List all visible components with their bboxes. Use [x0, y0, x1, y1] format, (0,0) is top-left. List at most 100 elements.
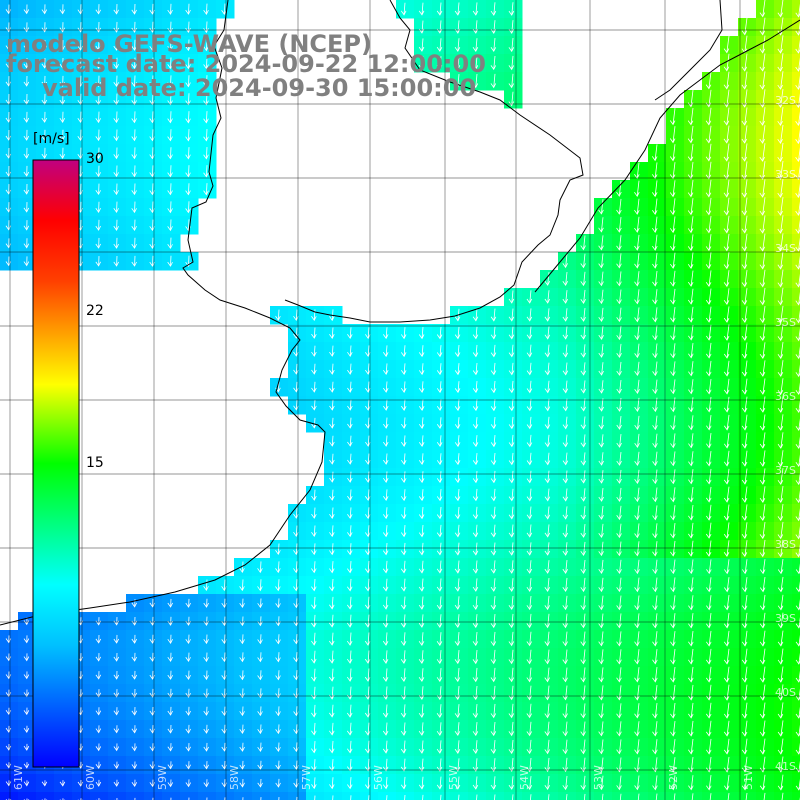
wind-arrow	[167, 255, 173, 267]
wind-arrow	[257, 706, 263, 717]
wind-arrow	[616, 361, 622, 376]
wind-arrow	[670, 415, 676, 431]
wind-cell	[90, 36, 109, 55]
wind-cell	[792, 396, 800, 415]
wind-cell	[504, 648, 523, 667]
wind-cell	[468, 774, 487, 793]
wind-cell	[486, 666, 505, 685]
wind-cell	[234, 576, 253, 595]
wind-arrow	[185, 598, 191, 608]
wind-arrow	[490, 578, 497, 592]
wind-arrow	[723, 595, 730, 611]
wind-cell	[180, 612, 199, 631]
wind-cell	[486, 612, 505, 631]
wind-arrow	[580, 559, 586, 574]
wind-cell	[378, 468, 397, 487]
wind-arrow	[634, 739, 640, 755]
wind-cell	[72, 36, 91, 55]
wind-arrow	[167, 201, 173, 214]
wind-cell	[108, 198, 127, 217]
wind-arrow	[580, 703, 586, 719]
wind-arrow	[418, 327, 425, 340]
wind-cell	[756, 216, 775, 235]
wind-arrow	[723, 233, 730, 252]
wind-cell	[558, 396, 577, 415]
wind-cell	[486, 54, 505, 73]
wind-cell	[504, 288, 523, 307]
wind-cell	[666, 684, 685, 703]
wind-arrow	[490, 362, 497, 376]
wind-arrow	[759, 179, 766, 198]
wind-cell	[594, 468, 613, 487]
wind-cell	[144, 216, 163, 235]
wind-cell	[666, 792, 685, 800]
wind-cell	[648, 522, 667, 541]
wind-cell	[720, 558, 739, 577]
wind-arrow	[634, 559, 640, 575]
wind-arrow	[634, 415, 640, 430]
wind-cell	[216, 576, 235, 595]
wind-cell	[738, 234, 757, 253]
wind-arrow	[490, 542, 497, 556]
wind-arrow	[652, 667, 658, 683]
wind-cell	[288, 720, 307, 739]
wind-cell	[648, 648, 667, 667]
wind-arrow	[346, 704, 353, 718]
wind-cell	[432, 666, 451, 685]
wind-cell	[702, 360, 721, 379]
wind-cell	[594, 306, 613, 325]
wind-arrow	[723, 378, 730, 395]
wind-arrow	[185, 3, 191, 15]
wind-cell	[450, 738, 469, 757]
wind-arrow	[436, 740, 443, 754]
wind-cell	[522, 414, 541, 433]
wind-arrow	[598, 380, 604, 394]
wind-cell	[756, 792, 775, 800]
wind-cell	[378, 396, 397, 415]
wind-arrow	[418, 596, 425, 610]
wind-arrow	[400, 507, 407, 520]
wind-cell	[252, 738, 271, 757]
wind-cell	[18, 54, 37, 73]
wind-arrow	[741, 35, 748, 54]
wind-cell	[594, 738, 613, 757]
latitude-label: 33S	[775, 168, 796, 181]
wind-arrow	[113, 183, 119, 196]
wind-arrow	[598, 613, 604, 629]
wind-arrow	[185, 616, 191, 626]
wind-arrow	[365, 471, 371, 483]
wind-cell	[594, 270, 613, 289]
wind-arrow	[705, 648, 712, 665]
wind-cell	[738, 216, 757, 235]
wind-arrow	[23, 40, 30, 51]
wind-arrow	[705, 522, 712, 539]
wind-cell	[90, 54, 109, 73]
wind-arrow	[239, 670, 245, 681]
wind-cell	[396, 342, 415, 361]
wind-arrow	[293, 309, 299, 321]
wind-arrow	[454, 56, 461, 71]
wind-cell	[486, 18, 505, 37]
wind-cell	[684, 324, 703, 343]
wind-cell	[504, 558, 523, 577]
wind-arrow	[365, 525, 371, 538]
wind-arrow	[167, 39, 173, 52]
wind-arrow	[530, 794, 532, 800]
wind-cell	[594, 450, 613, 469]
wind-arrow	[203, 111, 209, 124]
wind-arrow	[759, 233, 766, 252]
wind-cell	[324, 360, 343, 379]
wind-arrow	[526, 631, 532, 647]
wind-arrow	[113, 634, 120, 644]
wind-cell	[126, 792, 145, 800]
wind-arrow	[652, 343, 658, 359]
wind-arrow	[382, 542, 389, 556]
wind-cell	[468, 504, 487, 523]
wind-cell	[432, 36, 451, 55]
wind-cell	[90, 0, 109, 19]
wind-cell	[126, 702, 145, 721]
wind-cell	[774, 666, 793, 685]
wind-arrow	[436, 668, 443, 683]
wind-cell	[756, 684, 775, 703]
wind-arrow	[723, 486, 730, 503]
